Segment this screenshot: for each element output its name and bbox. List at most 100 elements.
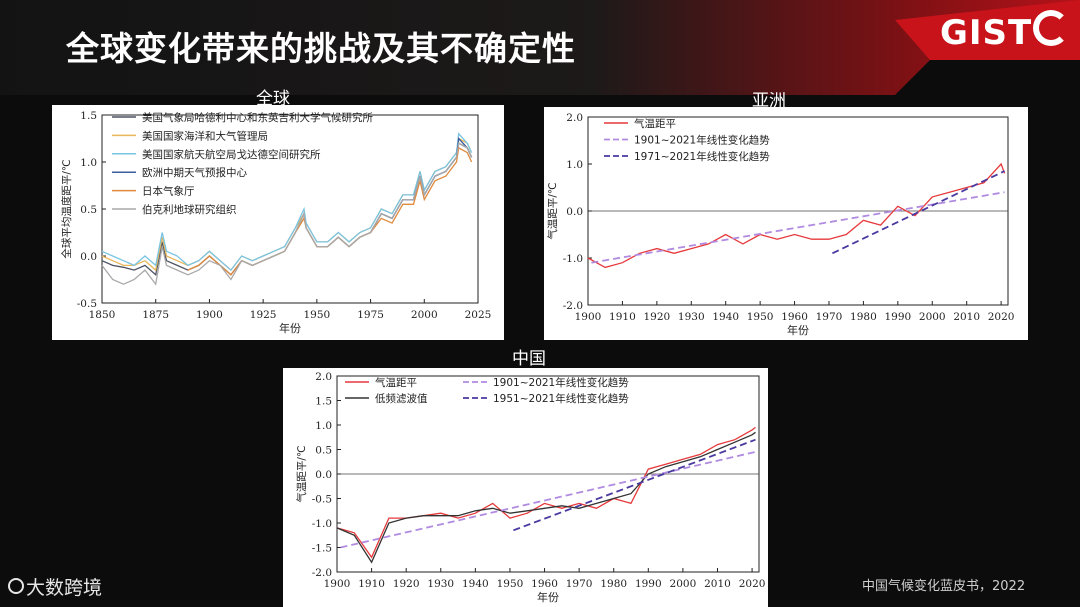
y-tick-label: -2.0 (312, 567, 332, 579)
series-line-1 (336, 431, 756, 564)
legend-label-2: 1971~2021年线性变化趋势 (634, 150, 770, 163)
x-tick-label: 1940 (462, 578, 489, 590)
y-tick-label: 2.0 (315, 371, 332, 383)
series-line-5 (101, 142, 473, 286)
chart-asia-svg: 1900 1910 1920 1930 1940 1950 1960 1970 1980 1990… (546, 112, 1015, 337)
y-tick-label: -2.0 (563, 300, 583, 312)
x-tick-label: 2010 (953, 311, 980, 323)
chart-asia: 1900 1910 1920 1930 1940 1950 1960 1970 1980 1990… (544, 107, 1028, 340)
chart-china-svg: 1900 1910 1920 1930 1940 1950 1960 1970 1980 1990… (295, 371, 766, 604)
x-tick-label: 1980 (600, 578, 627, 590)
x-tick-label: 1920 (643, 311, 670, 323)
legend-label-2: 美国国家航天航空局戈达德空间研究所 (142, 148, 321, 161)
panel-title-global: 全球 (256, 89, 290, 109)
y-tick-label: 1.0 (315, 420, 332, 432)
x-tick-label: 1940 (712, 311, 739, 323)
x-tick-label: 1900 (196, 309, 223, 321)
logo-c-icon (1033, 10, 1070, 46)
x-tick-label: 2020 (988, 311, 1015, 323)
legend-label-4: 日本气象厅 (142, 185, 195, 198)
y-tick-label: -0.5 (77, 298, 97, 310)
y-tick-label: -1.0 (312, 518, 332, 530)
x-tick-label: 1990 (884, 311, 911, 323)
x-axis-label: 年份 (537, 590, 559, 604)
watermark: 大数跨境 (8, 573, 102, 600)
legend-label-1: 美国国家海洋和大气管理局 (142, 129, 268, 142)
header-accent (895, 0, 1080, 60)
x-tick-label: 1930 (678, 311, 705, 323)
series-line-2 (832, 170, 1005, 255)
x-tick-label: 1975 (357, 309, 384, 321)
y-axis-label: 气温距平/℃ (546, 182, 559, 239)
y-axis-label: 气温距平/℃ (295, 445, 308, 502)
legend-label-5: 伯克利地球研究组织 (142, 203, 237, 216)
series-line-0 (587, 162, 1006, 269)
legend-label-1: 1901~2021年线性变化趋势 (634, 134, 770, 147)
panel-title-asia: 亚洲 (752, 91, 786, 111)
chart-global: 1850 1875 1900 1925 1950 1975 2000 2025 -0.5 0.0 0… (52, 105, 504, 340)
x-tick-label: 2000 (919, 311, 946, 323)
y-tick-label: 0.0 (315, 469, 332, 481)
x-tick-label: 2010 (704, 578, 731, 590)
chart-china: 1900 1910 1920 1930 1940 1950 1960 1970 1980 1990… (283, 368, 768, 607)
x-tick-label: 1910 (609, 311, 636, 323)
x-tick-label: 1920 (393, 578, 420, 590)
watermark-logo-icon (8, 578, 24, 594)
y-tick-label: 0.0 (566, 206, 583, 218)
y-tick-label: 2.0 (566, 112, 583, 124)
legend-label-0: 气温距平 (634, 117, 676, 130)
header-band (0, 0, 1080, 95)
x-tick-label: 1850 (89, 309, 116, 321)
x-axis-label: 年份 (279, 321, 301, 335)
x-tick-label: 1950 (497, 578, 524, 590)
series-line-0 (336, 426, 756, 559)
x-tick-label: 2000 (411, 309, 438, 321)
y-tick-label: 1.5 (315, 396, 332, 408)
panel-title-china: 中国 (512, 349, 546, 369)
x-tick-label: 1950 (747, 311, 774, 323)
series-line-2 (340, 451, 756, 549)
series-line-1 (591, 191, 1005, 264)
y-tick-label: 1.5 (80, 110, 97, 122)
y-tick-label: -1.5 (312, 543, 332, 555)
chart-global-svg: 1850 1875 1900 1925 1950 1975 2000 2025 -0.5 0.0 0… (60, 110, 492, 335)
source-citation: 中国气候变化蓝皮书，2022 (862, 579, 1026, 594)
series-line-2 (101, 132, 473, 272)
x-tick-label: 2025 (465, 309, 492, 321)
x-tick-label: 1875 (142, 309, 169, 321)
x-tick-label: 1970 (816, 311, 843, 323)
x-tick-label: 1980 (850, 311, 877, 323)
x-tick-label: 1900 (575, 311, 602, 323)
slide-title: 全球变化带来的挑战及其不确定性 (66, 29, 576, 68)
y-tick-label: 0.5 (315, 445, 332, 457)
watermark-text: 大数跨境 (26, 577, 103, 599)
x-tick-label: 2020 (739, 578, 766, 590)
x-axis-label: 年份 (787, 323, 809, 337)
x-tick-label: 1970 (566, 578, 593, 590)
x-tick-label: 1910 (358, 578, 385, 590)
logo-text: GIST (940, 13, 1033, 53)
x-tick-label: 1900 (324, 578, 351, 590)
x-tick-label: 2000 (670, 578, 697, 590)
x-tick-label: 1960 (781, 311, 808, 323)
series-line-3 (513, 438, 756, 532)
legend-label-2: 1901~2021年线性变化趋势 (493, 376, 629, 389)
x-tick-label: 1930 (427, 578, 454, 590)
y-tick-label: 0.5 (80, 204, 97, 216)
x-tick-label: 1960 (531, 578, 558, 590)
x-tick-label: 1990 (635, 578, 662, 590)
y-axis-label: 全球平均温度距平/℃ (60, 159, 73, 258)
y-tick-label: -0.5 (312, 494, 332, 506)
y-tick-label: 1.0 (566, 159, 583, 171)
legend-label-3: 1951~2021年线性变化趋势 (493, 392, 629, 405)
legend-label-0: 气温距平 (375, 376, 417, 389)
y-tick-label: 0.0 (80, 251, 97, 263)
y-tick-label: 1.0 (80, 157, 97, 169)
legend-label-3: 欧洲中期天气预报中心 (142, 166, 247, 179)
x-tick-label: 1925 (250, 309, 277, 321)
gistc-logo: GIST (940, 10, 1070, 53)
x-tick-label: 1950 (303, 309, 330, 321)
y-tick-label: -1.0 (563, 253, 583, 265)
legend-label-1: 低频滤波值 (375, 392, 428, 405)
legend-label-0: 美国气象局哈德利中心和东英吉利大学气候研究所 (142, 111, 373, 124)
